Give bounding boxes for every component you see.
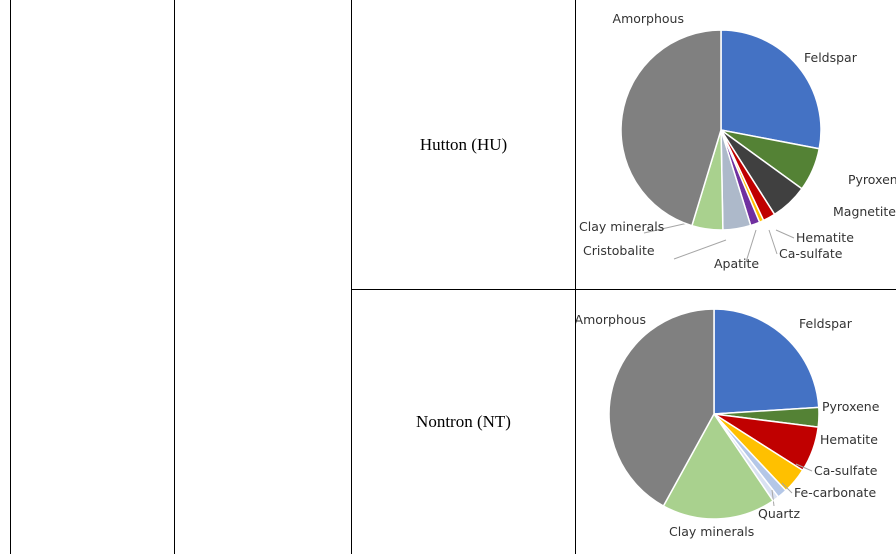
leader-line-ca-sulfate — [768, 229, 778, 255]
slice-label-ca-sulfate: Ca-sulfate — [779, 246, 843, 261]
slice-label-pyroxene: Pyroxene — [848, 172, 896, 187]
slice-label-clay-minerals: Clay minerals — [669, 524, 754, 539]
pie-slice-feldspar — [720, 29, 822, 150]
leader-line-clay-minerals — [643, 222, 689, 234]
sample-label-nontron: Nontron (NT) — [416, 412, 511, 431]
slice-label-amorphous: Amorphous — [613, 11, 684, 26]
slice-label-clay-minerals: Clay minerals — [579, 219, 664, 234]
pie-chart-hutton: Feldspar Pyroxene Magnetite HematiteCa-sulf… — [579, 11, 896, 271]
slice-label-pyroxene: Pyroxene — [822, 399, 880, 414]
slice-label-feldspar: Feldspar — [799, 316, 853, 331]
leader-line-ca-sulfate — [795, 463, 813, 472]
slice-label-hematite: Hematite — [820, 432, 878, 447]
leader-line-quartz — [771, 489, 775, 507]
pie-slice-clay-minerals — [662, 412, 775, 520]
slice-label-fe-carbonate: Fe-carbonate — [794, 485, 876, 500]
slice-label-ca-sulfate: Ca-sulfate — [814, 463, 878, 478]
pie-slice-feldspar — [713, 308, 820, 415]
table-column-divider-1 — [174, 0, 175, 554]
slice-label-cristobalite: Cristobalite — [583, 243, 655, 258]
sample-label-hutton: Hutton (HU) — [419, 134, 508, 154]
table-column-divider-2 — [351, 0, 352, 554]
slice-label-hematite: Hematite — [796, 230, 854, 245]
leader-line-fe-carbonate — [781, 482, 793, 494]
table-row-divider — [351, 289, 896, 290]
pie-slice-amorphous — [620, 29, 722, 227]
leader-line-apatite — [745, 229, 757, 263]
slice-label-amorphous: Amorphous — [576, 312, 646, 327]
slice-label-magnetite: Magnetite — [833, 204, 896, 219]
table-column-divider-3 — [575, 0, 576, 554]
slice-label-feldspar: Feldspar — [804, 50, 858, 65]
slice-label-quartz: Quartz — [758, 506, 800, 521]
pie-slice-amorphous — [608, 308, 715, 508]
pie-chart-nontron: Feldspar Pyroxene Hematite Ca-sulfate Fe-car… — [576, 308, 880, 539]
leader-line-hematite — [775, 229, 795, 239]
leader-line-cristobalite — [673, 239, 727, 260]
slice-label-apatite: Apatite — [714, 256, 759, 271]
table-border-left — [10, 0, 11, 554]
